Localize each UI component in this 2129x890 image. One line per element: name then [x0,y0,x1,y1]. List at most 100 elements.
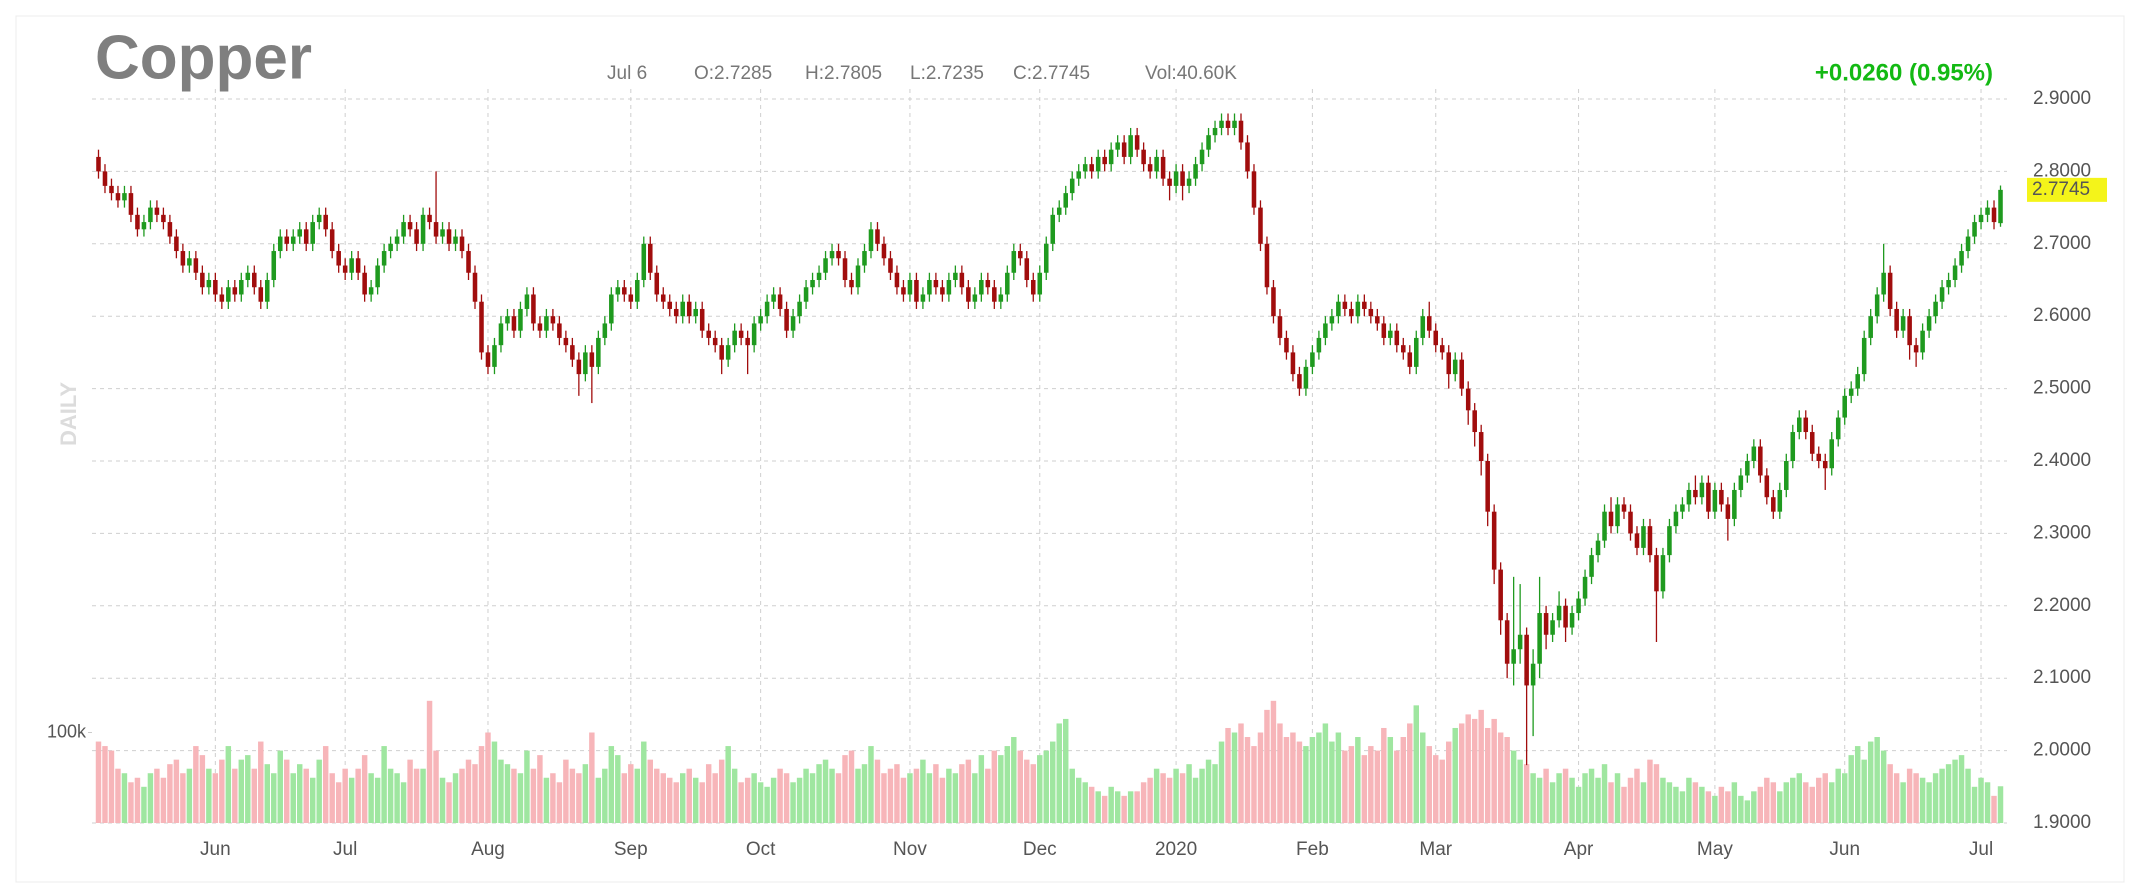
volume-bar [173,759,180,823]
candle-body [466,251,471,273]
volume-bar [1394,750,1400,823]
candle-body [1900,316,1906,331]
candle-body [1952,265,1958,280]
candle-body [622,287,627,295]
volume-bar [1796,773,1802,823]
volume-bar [1991,795,1997,823]
volume-bar [413,768,420,823]
volume-bar [485,732,491,823]
volume-bar [355,768,361,823]
volume-bar [1296,741,1303,823]
candle-body [1485,461,1490,512]
volume-bar [1075,777,1082,823]
y-tick-label: 2.6000 [2033,305,2091,326]
candle-body [219,294,225,302]
volume-bar [439,777,446,823]
volume-bar [1277,723,1283,823]
candle-body [1433,330,1439,346]
candle-body [414,229,419,244]
volume-bar [790,782,796,823]
volume-bar [102,746,108,823]
candle-body [1043,243,1049,273]
volume-bar [608,746,615,823]
candle-body [790,316,796,331]
candle-body [446,229,452,244]
volume-bar [1757,786,1764,823]
candle-body [239,280,244,295]
volume-bar [978,755,985,823]
candle-body [803,287,809,302]
candle-body [453,236,458,244]
candle-body [329,229,335,252]
volume-bar [1231,732,1238,823]
candle-body [1816,453,1822,461]
candle-body [362,272,367,295]
candle-body [290,236,296,244]
candle-body [148,207,153,223]
candle-body [1926,316,1932,331]
y-tick-label: 2.0000 [2033,740,2091,761]
candle-body [115,193,121,201]
volume-bar [926,773,933,823]
candle-body [570,345,575,360]
candle-body [1095,156,1101,172]
volume-bar [1900,782,1906,823]
candle-body [868,229,874,252]
volume-bar [1906,768,1913,823]
volume-bar [335,782,342,823]
volume-bar [1919,777,1926,823]
volume-bar [186,768,193,823]
candle-body [1848,388,1854,396]
candle-body [109,185,114,194]
candle-body [1141,149,1146,165]
candle-body [336,251,341,266]
y-tick-label: 2.7000 [2033,233,2091,254]
candle-body [927,280,932,295]
candle-body [680,301,686,317]
candle-body [479,301,484,353]
volume-bar [1536,777,1543,823]
candle-body [1089,164,1094,172]
volume-bar [1205,759,1212,823]
volume-bar [1218,741,1225,823]
volume-bar [576,773,582,823]
candle-body [472,272,478,302]
volume-bar [1744,800,1751,823]
volume-bar [1861,759,1867,823]
candle-body [1212,127,1218,136]
candle-body [1050,214,1056,244]
candle-body [1985,207,1990,215]
candle-body [1056,207,1062,215]
candle-body [1628,511,1633,534]
candle-body [1005,272,1010,295]
volume-bar [1647,759,1653,823]
volume-bar [569,768,576,823]
candle-body [972,294,978,302]
volume-bar [1510,750,1517,823]
volume-bar [452,773,459,823]
candle-body [1978,214,1984,223]
volume-bar [537,755,543,823]
volume-bar [1101,795,1108,823]
volume-bar [582,764,589,823]
candle-body [979,280,984,295]
candle-body [1336,301,1341,317]
volume-bar [959,764,965,823]
candle-body [1147,164,1153,172]
candle-body [875,229,880,244]
candle-body [1407,352,1413,367]
candle-body [1881,272,1886,295]
x-tick-label: Oct [746,839,776,860]
volume-bar [796,777,803,823]
volume-bar [595,777,602,823]
y-tick-label: 2.4000 [2033,450,2091,471]
last-price-tag [2027,177,2107,202]
candle-body [1290,352,1296,375]
candle-body [985,280,991,288]
candle-body [1329,316,1335,324]
candle-body [1582,576,1588,599]
candle-body [206,280,212,288]
candle-body [888,258,893,273]
volume-bar [147,773,154,823]
volume-bar [1562,768,1569,823]
